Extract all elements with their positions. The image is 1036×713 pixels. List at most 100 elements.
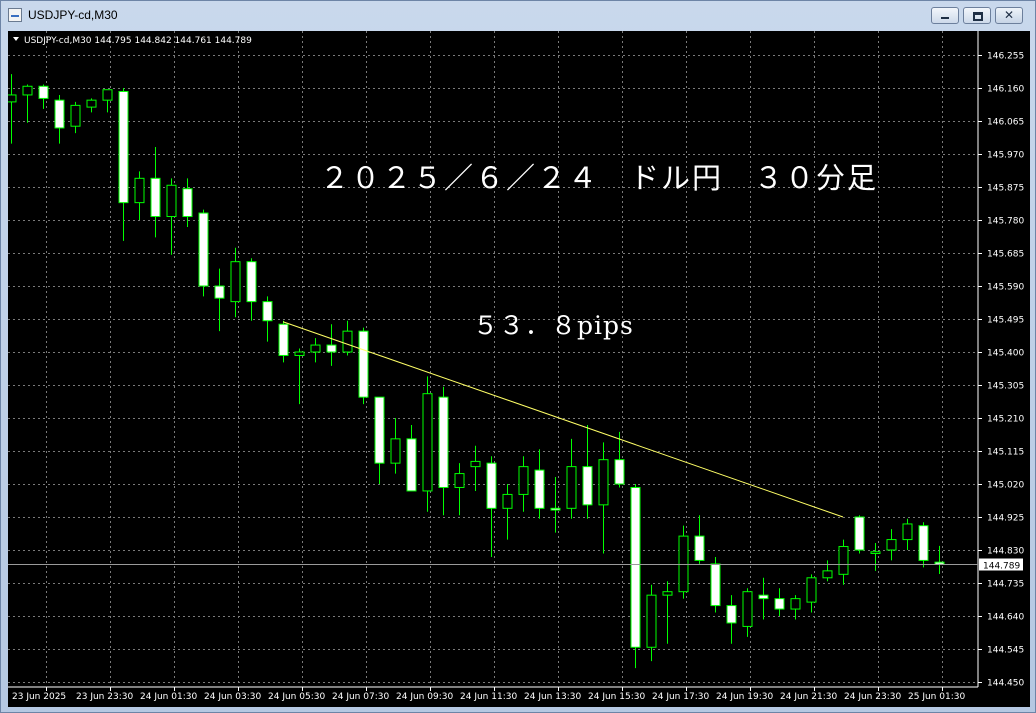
candle-body (710, 563, 721, 607)
close-icon: ✕ (1004, 8, 1015, 22)
candlestick-chart[interactable]: 146.255 146.160 146.065 145.970 145.875 145.7… (8, 31, 1030, 707)
chart-window-icon (8, 8, 22, 22)
candle-body (502, 493, 513, 509)
candle-body (694, 535, 705, 561)
time-tick-label: 25 Jun 01:30 (908, 692, 965, 702)
candle-body (182, 188, 193, 218)
price-tick-label: 145.210 (987, 415, 1024, 425)
price-tick-label: 144.830 (987, 547, 1024, 557)
window-title: USDJPY-cd,M30 (28, 8, 118, 22)
minimize-icon (941, 17, 949, 19)
price-tick-label: 145.685 (987, 250, 1024, 260)
candle-body (550, 507, 561, 511)
trend-line[interactable] (282, 321, 844, 518)
candle-body (662, 591, 673, 596)
candle-body (406, 438, 417, 492)
time-tick-label: 24 Jun 13:30 (524, 692, 581, 702)
time-tick-label: 24 Jun 19:30 (716, 692, 773, 702)
price-tick-label: 145.305 (987, 382, 1024, 392)
pips-annotation: ５３．８pips (473, 311, 634, 340)
current-price-label-box (979, 558, 1023, 571)
candle-body (422, 393, 433, 492)
candle-body (262, 301, 273, 322)
candle-body (374, 396, 385, 464)
maximize-button[interactable] (963, 7, 991, 24)
candles-layer (8, 74, 945, 669)
price-tick-label: 145.780 (987, 217, 1024, 227)
candle-body (86, 99, 97, 108)
candle-body (230, 261, 241, 303)
candle-body (294, 351, 305, 356)
price-tick-label: 145.875 (987, 184, 1024, 194)
candle-body (678, 535, 689, 593)
time-tick-label: 24 Jun 01:30 (140, 692, 197, 702)
time-tick-label: 24 Jun 11:30 (460, 692, 517, 702)
time-tick-label: 24 Jun 05:30 (268, 692, 325, 702)
candle-body (822, 570, 833, 579)
candle-body (870, 551, 881, 554)
chart-title-annotation: ２０２５／６／２４ ドル円 ３０分足 (320, 161, 878, 195)
candle-body (54, 99, 65, 129)
candle-body (358, 330, 369, 398)
candle-body (150, 177, 161, 218)
candle-body (646, 594, 657, 648)
price-tick-label: 144.925 (987, 514, 1024, 524)
candle-body (518, 466, 529, 495)
price-tick-label: 145.970 (987, 151, 1024, 161)
candle-body (774, 598, 785, 610)
time-axis: 23 Jun 2025 23 Jun 23:30 24 Jun 01:30 24 Ju… (12, 687, 965, 702)
candle-body (902, 523, 913, 541)
candle-body (918, 525, 929, 561)
price-tick-label: 145.400 (987, 349, 1024, 359)
symbol-menu-icon[interactable] (13, 37, 19, 41)
candle-body (214, 285, 225, 299)
price-tick-label: 145.495 (987, 316, 1024, 326)
candle-body (134, 177, 145, 204)
price-tick-label: 144.545 (987, 646, 1024, 656)
candle-body (566, 466, 577, 509)
time-tick-label: 24 Jun 07:30 (332, 692, 389, 702)
candle-body (534, 469, 545, 509)
close-button[interactable]: ✕ (995, 7, 1023, 24)
candle-body (806, 577, 817, 603)
title-bar[interactable]: USDJPY-cd,M30 ✕ (1, 1, 1035, 31)
minimize-button[interactable] (931, 7, 959, 24)
price-tick-label: 144.640 (987, 613, 1024, 623)
candle-body (390, 438, 401, 464)
candle-body (278, 323, 289, 356)
candle-body (38, 85, 49, 99)
time-tick-label: 24 Jun 21:30 (780, 692, 837, 702)
candle-body (854, 516, 865, 551)
time-tick-label: 24 Jun 23:30 (844, 692, 901, 702)
candle-body (102, 89, 113, 101)
chart-grid (8, 31, 979, 688)
candle-body (790, 598, 801, 610)
maximize-icon (973, 12, 983, 21)
time-tick-label: 24 Jun 15:30 (588, 692, 645, 702)
candle-body (8, 94, 17, 103)
candle-body (118, 90, 129, 204)
chart-header-info: USDJPY-cd,M30 144.795 144.842 144.761 14… (24, 36, 252, 46)
candle-body (454, 473, 465, 488)
candle-body (582, 466, 593, 506)
time-tick-label: 24 Jun 03:30 (204, 692, 261, 702)
price-tick-label: 145.115 (987, 448, 1024, 458)
candle-body (486, 462, 497, 509)
candle-body (166, 184, 177, 218)
time-tick-label: 23 Jun 23:30 (76, 692, 133, 702)
candle-body (598, 459, 609, 506)
price-chart[interactable]: 146.255 146.160 146.065 145.970 145.875 145.7… (8, 31, 1030, 707)
time-tick-label: 23 Jun 2025 (12, 692, 66, 702)
price-tick-label: 146.160 (987, 85, 1024, 95)
candle-body (630, 486, 641, 648)
price-tick-label: 146.255 (987, 52, 1024, 62)
candle-body (326, 344, 337, 353)
price-tick-label: 146.065 (987, 118, 1024, 128)
candle-body (246, 261, 257, 303)
price-tick-label: 145.020 (987, 481, 1024, 491)
candle-body (198, 212, 209, 287)
candle-body (726, 605, 737, 624)
candle-body (886, 539, 897, 551)
candle-body (758, 594, 769, 600)
